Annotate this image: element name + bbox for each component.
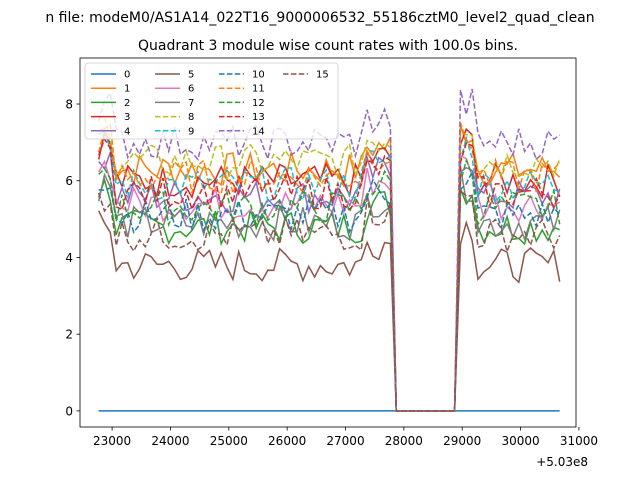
chart-suptitle: n file: modeM0/AS1A14_022T16_9000006532_… xyxy=(45,10,594,26)
x-tick-label-24000: 24000 xyxy=(151,434,189,448)
x-tick-label-27000: 27000 xyxy=(326,434,364,448)
plot-frame xyxy=(79,57,577,428)
legend-label-8: 8 xyxy=(188,112,194,123)
y-tick-label-0: 0 xyxy=(65,404,73,418)
x-tick-label-28000: 28000 xyxy=(385,434,423,448)
legend-label-4: 4 xyxy=(124,126,130,137)
series-line-3 xyxy=(97,127,561,412)
legend-label-5: 5 xyxy=(188,70,194,81)
y-tick-label-8: 8 xyxy=(65,98,73,112)
y-tick-label-4: 4 xyxy=(65,251,73,265)
series-line-13 xyxy=(97,137,561,412)
y-axis: 0 2 4 6 8 xyxy=(65,98,80,418)
series-line-5 xyxy=(98,210,561,412)
legend-label-2: 2 xyxy=(124,98,130,109)
x-tick-label-26000: 26000 xyxy=(268,434,306,448)
legend-box xyxy=(84,62,339,140)
y-tick-label-2: 2 xyxy=(65,328,73,342)
x-tick-label-25000: 25000 xyxy=(210,434,248,448)
legend-label-11: 11 xyxy=(252,84,265,95)
legend-label-13: 13 xyxy=(252,112,265,123)
chart-title: Quadrant 3 module wise count rates with … xyxy=(138,38,518,54)
series-line-11 xyxy=(97,122,561,412)
series-line-14 xyxy=(97,88,561,412)
series-line-7 xyxy=(97,167,561,412)
legend-label-0: 0 xyxy=(124,70,130,81)
legend-label-6: 6 xyxy=(188,84,194,95)
x-tick-label-30000: 30000 xyxy=(501,434,539,448)
legend-label-10: 10 xyxy=(252,70,265,81)
series-line-15 xyxy=(97,188,561,412)
series-line-8 xyxy=(98,115,561,412)
series-line-12 xyxy=(98,158,561,412)
legend-label-14: 14 xyxy=(252,126,265,137)
legend-label-7: 7 xyxy=(188,98,194,109)
x-tick-label-31000: 31000 xyxy=(560,434,598,448)
x-tick-label-29000: 29000 xyxy=(443,434,481,448)
x-axis: 23000 24000 25000 26000 27000 28000 29000 30000… xyxy=(93,427,598,448)
legend-label-15: 15 xyxy=(316,70,329,81)
legend-label-3: 3 xyxy=(124,112,130,123)
plot-area xyxy=(79,57,577,428)
series-line-10 xyxy=(98,169,561,412)
legend-label-1: 1 xyxy=(124,84,130,95)
x-tick-label-23000: 23000 xyxy=(93,434,131,448)
x-offset-label: +5.03e8 xyxy=(536,455,588,469)
series-line-9 xyxy=(98,129,560,412)
legend-label-12: 12 xyxy=(252,98,265,109)
y-tick-label-6: 6 xyxy=(65,174,73,188)
series-line-4 xyxy=(98,152,561,412)
legend-label-9: 9 xyxy=(188,126,194,137)
